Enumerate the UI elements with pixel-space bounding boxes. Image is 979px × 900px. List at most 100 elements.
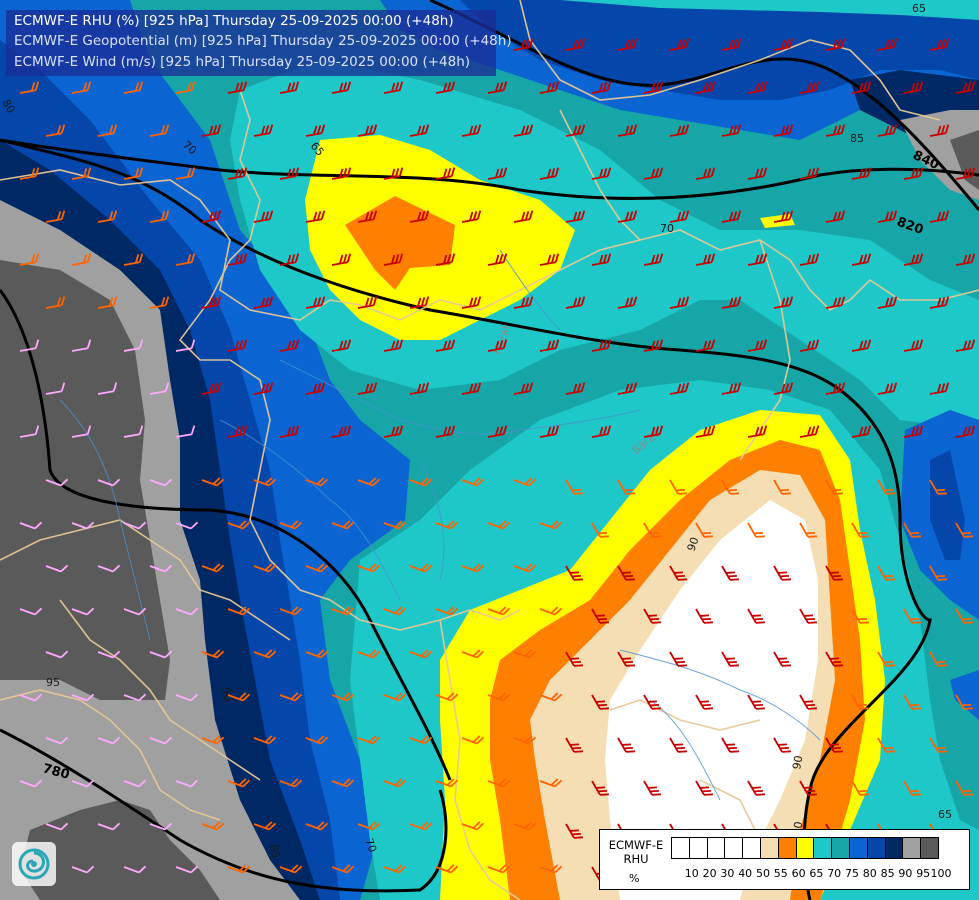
wind-barb-icon [643, 81, 664, 94]
wind-barb-icon [45, 124, 66, 137]
wind-barb-icon [45, 564, 69, 573]
wind-barb-icon [721, 651, 739, 667]
wind-barb-icon [877, 479, 895, 495]
wind-barb-icon [461, 821, 485, 831]
legend-tick-label: 30 [720, 867, 735, 880]
wind-barb-icon [513, 296, 534, 309]
wind-barb-icon [175, 607, 199, 616]
wind-barb-icon [201, 210, 222, 223]
wind-barb-icon [305, 477, 329, 487]
wind-barb-icon [929, 565, 947, 581]
wind-barb-icon [201, 735, 225, 745]
wind-barb-icon [851, 253, 872, 266]
wind-barb-icon [19, 339, 40, 352]
rhu-band-70-top-strip [560, 0, 979, 20]
legend-swatches [671, 837, 939, 859]
wind-barb-icon [539, 253, 560, 266]
wind-barb-icon [435, 81, 456, 94]
wind-barb-icon [903, 81, 924, 94]
wind-barb-icon [71, 607, 95, 616]
wind-barb-icon [773, 38, 794, 51]
wind-barb-icon [903, 253, 924, 266]
wind-barb-icon [175, 339, 196, 352]
wind-barb-icon [903, 167, 924, 180]
wind-barb-icon [539, 520, 563, 530]
wind-barb-icon [591, 694, 609, 710]
wind-barb-icon [331, 606, 355, 616]
wind-barb-icon [435, 339, 456, 352]
wind-barb-icon [643, 167, 664, 180]
rhu-contour-label: 85 [850, 132, 864, 145]
wind-barb-icon [253, 821, 277, 831]
wind-barb-icon [97, 564, 121, 573]
wind-barb-icon [461, 382, 482, 395]
rhu-band-95-northeast [900, 110, 979, 200]
wind-barb-icon [929, 737, 947, 753]
wind-barb-icon [123, 521, 147, 530]
wind-barb-icon [539, 692, 563, 702]
wind-barb-icon [851, 167, 872, 180]
wind-barb-icon [383, 253, 404, 266]
wind-barb-icon [825, 737, 843, 753]
legend-tick-label: 75 [845, 867, 859, 880]
wind-barb-icon [97, 650, 121, 659]
legend-swatch [671, 837, 690, 859]
legend-tick-label: 65 [809, 867, 824, 880]
wind-barb-icon [617, 296, 638, 309]
wind-barb-icon [227, 692, 251, 702]
wind-barb-icon [903, 339, 924, 352]
wind-barb-icon [435, 425, 456, 438]
wind-barb-icon [357, 382, 378, 395]
wind-barb-icon [383, 339, 404, 352]
wind-barb-icon [747, 253, 768, 266]
wind-barb-icon [513, 38, 534, 51]
wind-barb-icon [955, 608, 973, 624]
wind-barb-icon [227, 606, 251, 616]
wind-barb-icon [825, 210, 846, 223]
rhu-contour-label: 95 [46, 676, 60, 689]
legend-swatch [902, 837, 922, 859]
wind-barb-icon [773, 565, 791, 581]
wind-barb-icon [71, 253, 92, 266]
wind-barb-icon [669, 479, 687, 495]
wind-barb-icon [71, 693, 95, 702]
wind-barb-icon [149, 296, 170, 309]
legend-title: ECMWF-E RHU [606, 838, 666, 866]
legend-tick-label: 40 [738, 867, 753, 880]
wind-barb-icon [279, 253, 300, 266]
border-line-8 [59, 599, 261, 781]
wind-barb-icon [591, 167, 612, 180]
wind-barb-icon [591, 425, 612, 438]
wind-barb-icon [591, 81, 612, 94]
rhu-band-85-east [930, 450, 965, 560]
wind-barb-icon [565, 479, 583, 495]
wind-barb-icon [253, 382, 274, 395]
wind-barb-icon [695, 81, 716, 94]
wind-barb-icon [331, 339, 352, 352]
wind-barb-icon [955, 780, 973, 796]
wind-barb-icon [643, 253, 664, 266]
wind-barb-icon [461, 563, 485, 573]
wind-barb-icon [331, 778, 355, 788]
wind-barb-icon [617, 124, 638, 137]
wind-barb-icon [799, 81, 820, 94]
header-line-rhu: ECMWF-E RHU (%) [925 hPa] Thursday 25-09… [14, 13, 454, 29]
legend-unit: % [629, 872, 640, 885]
legend-tick-label: 85 [880, 867, 895, 880]
wind-barb-icon [71, 425, 92, 438]
wind-barb-icon [97, 478, 121, 487]
wind-barb-icon [487, 692, 511, 702]
wind-barb-icon [799, 425, 820, 438]
wind-barb-icon [773, 210, 794, 223]
wind-barb-icon [487, 520, 511, 530]
wind-barb-icon [877, 382, 898, 395]
wind-barb-icon [175, 865, 199, 874]
wind-barb-icon [721, 124, 742, 137]
legend-tick-label: 90 [898, 867, 913, 880]
wind-barb-icon [253, 296, 274, 309]
rhu-contour-label: 80 [0, 97, 18, 116]
river-line-2 [219, 419, 401, 601]
rhu-band-50-southeast [605, 500, 818, 900]
wind-barb-icon [97, 210, 118, 223]
legend-tick-label: 10 [684, 867, 699, 880]
